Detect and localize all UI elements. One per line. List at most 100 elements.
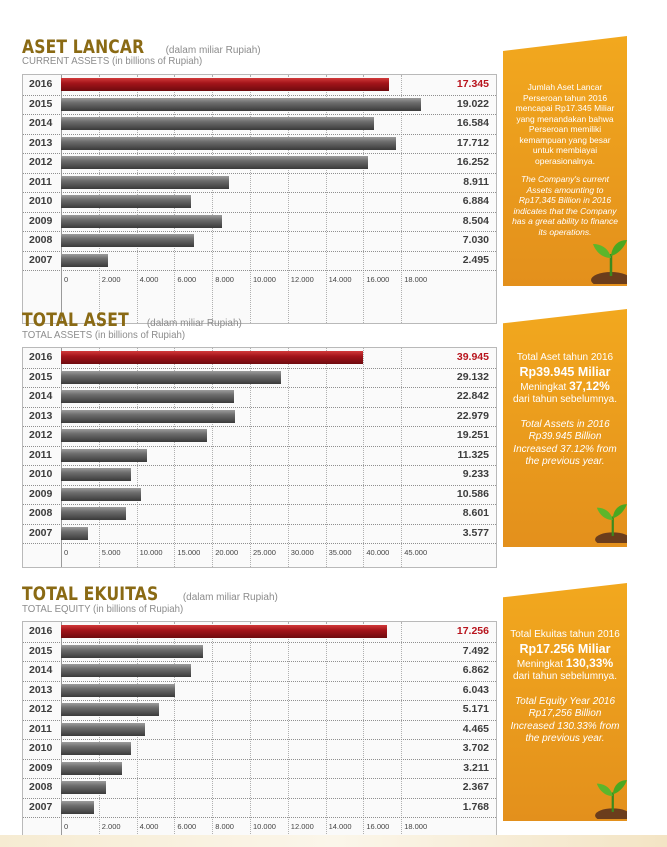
bar-2008 — [61, 781, 106, 795]
chart-row: 2010 6.884 — [23, 192, 496, 213]
value-label: 8.601 — [462, 507, 489, 519]
chart-row: 2016 17.345 — [23, 75, 496, 96]
panel-line3a: Meningkat — [520, 381, 567, 393]
bar-2009 — [61, 761, 122, 775]
panel-growth: 37,12% — [569, 378, 610, 393]
gridline — [287, 348, 289, 567]
year-label: 2014 — [29, 117, 53, 129]
bar-2011 — [61, 722, 146, 736]
year-label: 2010 — [29, 742, 53, 754]
gridline — [325, 75, 327, 323]
chart-row: 2014 6.862 — [23, 661, 496, 682]
gridline — [174, 348, 176, 567]
panel-big-value: Rp39.945 Miliar — [519, 364, 611, 379]
panel-en-text: Total Assets in 2016 Rp39.945 Billion In… — [513, 418, 617, 468]
year-label: 2008 — [29, 781, 53, 793]
value-label: 39.945 — [456, 351, 489, 363]
year-label: 2008 — [29, 507, 53, 519]
section-title-note: (dalam miliar Rupiah) — [146, 318, 242, 329]
year-label: 2007 — [29, 800, 53, 813]
tick-label: 16.000 — [366, 275, 390, 284]
value-label: 5.171 — [462, 703, 489, 715]
section-title: TOTAL EKUITAS — [22, 583, 159, 605]
value-label: 17.712 — [456, 136, 489, 149]
tick-label: 12.000 — [290, 822, 314, 831]
panel-growth: 130,33% — [565, 655, 614, 670]
value-label: 10.586 — [456, 487, 489, 500]
bar-2008 — [61, 507, 127, 521]
bar-2010 — [61, 195, 192, 209]
section-title-wrap: TOTAL EKUITAS (dalam miliar Rupiah) — [22, 583, 278, 605]
total-equity-chart: 0 2.000 4.000 6.000 8.000 10.000 12.000 14.000 1… — [22, 621, 497, 837]
tick-label: 40.000 — [366, 548, 390, 557]
chart-row: 2007 3.577 — [23, 524, 496, 544]
tick-label: 2.000 — [101, 822, 121, 831]
gridline — [401, 622, 403, 836]
chart-row: 2013 17.712 — [23, 134, 496, 154]
current-assets-section: ASET LANCAR (dalam miliar Rupiah) CURREN… — [0, 36, 667, 324]
year-label: 2009 — [29, 214, 53, 227]
value-label: 17.256 — [456, 625, 489, 637]
tick-label: 4.000 — [139, 275, 159, 284]
bar-2007 — [61, 800, 95, 814]
value-label: 29.132 — [456, 370, 489, 383]
gridline — [363, 622, 365, 836]
year-label: 2013 — [29, 683, 53, 696]
tick-label: 35.000 — [328, 548, 352, 557]
value-label: 2.495 — [462, 253, 489, 266]
tick-label: 0 — [64, 548, 69, 557]
tick-label: 6.000 — [177, 275, 197, 284]
value-label: 9.233 — [462, 468, 489, 480]
year-label: 2011 — [29, 175, 52, 188]
tick-label: 0 — [64, 275, 69, 284]
value-label: 7.030 — [462, 234, 489, 246]
value-label: 16.584 — [456, 117, 489, 129]
gridline — [212, 348, 214, 567]
value-label: 4.465 — [462, 722, 489, 735]
chart-row: 2010 3.702 — [23, 739, 496, 760]
year-label: 2016 — [29, 625, 53, 637]
gridline — [174, 622, 176, 836]
plant-icon — [595, 780, 627, 819]
current-assets-chart: 0 2.000 4.000 6.000 8.000 10.000 12.000 14.000 1… — [22, 74, 497, 324]
chart-row: 2011 11.325 — [23, 446, 496, 466]
bar-2013 — [61, 136, 396, 150]
bar-2014 — [61, 664, 191, 678]
section-subtitle: TOTAL EQUITY (in billions of Rupiah) — [22, 603, 184, 615]
tick-label: 16.000 — [366, 822, 390, 831]
gridline — [212, 622, 214, 836]
year-label: 2012 — [29, 703, 53, 715]
section-title-wrap: ASET LANCAR (dalam miliar Rupiah) — [22, 36, 261, 58]
value-label: 22.842 — [456, 390, 489, 402]
chart-row: 2009 3.211 — [23, 759, 496, 779]
value-label: 8.504 — [462, 214, 489, 227]
section-subtitle: TOTAL ASSETS (in billions of Rupiah) — [22, 329, 186, 341]
chart-row: 2013 6.043 — [23, 681, 496, 701]
gridline — [325, 348, 327, 567]
year-label: 2010 — [29, 195, 53, 207]
chart-row: 2016 17.256 — [23, 622, 496, 643]
section-title-note: (dalam miliar Rupiah) — [165, 45, 261, 56]
value-label: 22.979 — [456, 409, 489, 422]
year-label: 2014 — [29, 390, 53, 402]
tick-label: 10.000 — [253, 275, 276, 284]
value-label: 8.911 — [463, 175, 489, 188]
bar-2007 — [61, 253, 109, 267]
gridline — [212, 75, 214, 323]
year-label: 2011 — [29, 722, 52, 735]
chart-row: 2015 29.132 — [23, 368, 496, 388]
value-label: 11.325 — [457, 448, 489, 461]
bar-2012 — [61, 429, 207, 443]
year-label: 2008 — [29, 234, 53, 246]
bar-2016 — [61, 625, 388, 639]
panel-line4: dari tahun sebelumnya. — [513, 671, 617, 682]
chart-row: 2014 16.584 — [23, 114, 496, 135]
footer-band — [0, 835, 667, 847]
section-subtitle: CURRENT ASSETS (in billions of Rupiah) — [22, 55, 203, 67]
gridline — [250, 348, 251, 567]
bar-2013 — [61, 683, 176, 697]
chart-row: 2007 2.495 — [23, 251, 496, 271]
tick-label: 8.000 — [215, 275, 234, 284]
year-label: 2013 — [29, 136, 53, 149]
chart-row: 2015 19.022 — [23, 95, 496, 115]
